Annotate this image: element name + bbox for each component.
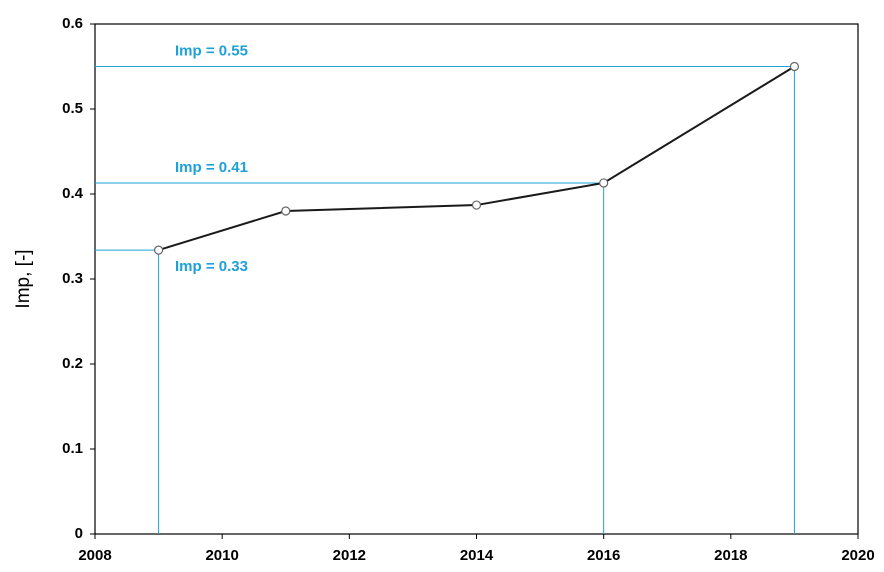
y-tick-label: 0.5 [62, 100, 83, 117]
y-tick-label: 0.4 [62, 185, 84, 202]
line [158, 65, 795, 252]
x-tick-label: 2020 [841, 547, 874, 564]
y-tick-label: 0.1 [62, 440, 83, 457]
marker [153, 245, 164, 255]
plot-frame [94, 23, 859, 535]
y-axis-label: Imp, [-] [13, 249, 34, 308]
y-tick-label: 0.2 [62, 355, 83, 372]
annotation: Imp = 0.33 [175, 258, 248, 275]
annotation: Imp = 0.55 [175, 42, 248, 59]
marker [599, 178, 609, 188]
marker [789, 61, 800, 72]
x-tick-label: 2014 [460, 547, 494, 564]
x-tick-label: 2018 [714, 547, 747, 564]
marker [281, 206, 291, 216]
y-tick-label: 0.3 [62, 270, 83, 287]
y-tick-label: 0 [75, 525, 83, 542]
x-tick-label: 2012 [333, 547, 366, 564]
x-tick-label: 2008 [78, 547, 111, 564]
y-tick-label: 0.6 [62, 15, 83, 32]
marker [471, 200, 482, 210]
x-tick-label: 2016 [587, 547, 620, 564]
x-tick-label: 2010 [205, 547, 238, 564]
annotation: Imp = 0.41 [175, 159, 248, 176]
